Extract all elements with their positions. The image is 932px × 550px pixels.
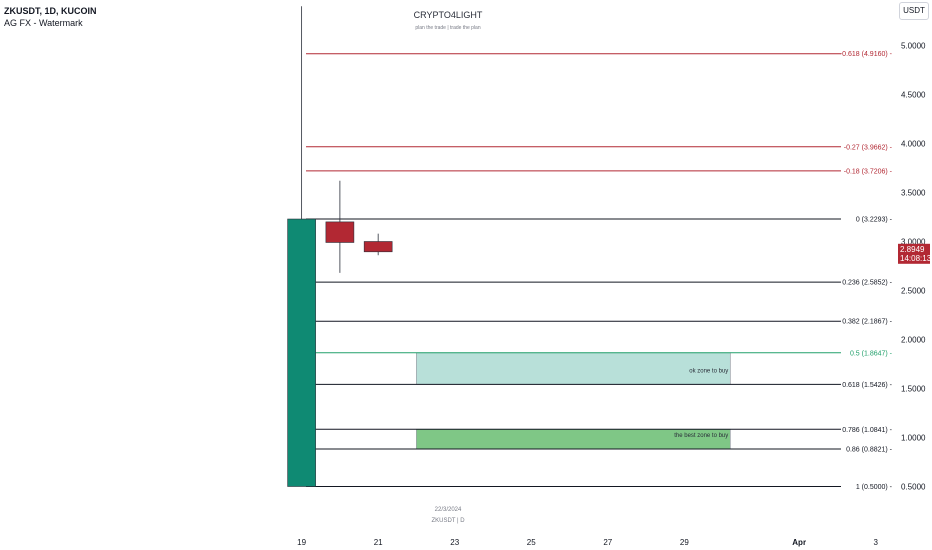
y-axis[interactable]: 5.0000 4.5000 4.0000 3.5000 3.0000 2.5000 2.00…: [901, 42, 926, 492]
y-tick-label: 2.0000: [901, 336, 926, 345]
candle-body-2: [363, 241, 393, 253]
candles-layer: [287, 6, 393, 487]
fib-label-2: -0.18 (3.7206) -: [844, 168, 893, 175]
indicator-line[interactable]: AG FX - Watermark: [4, 18, 83, 28]
y-tick-label: 1.5000: [901, 385, 926, 394]
candle-body-0: [287, 218, 316, 487]
buy-zone-label-1: the best zone to buy: [674, 433, 728, 439]
x-tick-label: 19: [297, 538, 306, 547]
price-tag-background: [898, 243, 930, 264]
price-tag-value: 2.8949: [900, 245, 925, 254]
x-tick-label: Apr: [792, 538, 806, 547]
y-tick-label: 3.0000: [901, 238, 926, 247]
buy-zone-label-0: ok zone to buy: [689, 368, 728, 374]
symbol-line[interactable]: ZKUSDT, 1D, KUCOIN: [4, 6, 97, 16]
fib-label-5: 0.382 (2.1867) -: [842, 319, 892, 326]
fib-levels-layer: -0.618 (4.9160) - -0.27 (3.9662) - -0.18 (…: [306, 51, 893, 491]
fib-label-8: 0.786 (1.0841) -: [842, 427, 892, 434]
y-tick-label: 5.0000: [901, 42, 926, 51]
last-price-tag: 2.8949 14:08:13: [898, 243, 932, 264]
y-tick-label: 2.5000: [901, 287, 926, 296]
footer-symbol: ZKUSDT | D: [431, 518, 465, 524]
y-tick-label: 4.0000: [901, 140, 926, 149]
x-tick-label: 25: [527, 538, 536, 547]
price-tag-countdown: 14:08:13: [900, 254, 932, 263]
y-tick-label: 0.5000: [901, 483, 926, 492]
x-tick-label: 29: [680, 538, 689, 547]
y-tick-label: 1.0000: [901, 434, 926, 443]
footer-date: 22/3/2024: [435, 507, 462, 513]
zones-layer: ok zone to buy the best zone to buy: [416, 352, 731, 450]
y-tick-label: 4.5000: [901, 91, 926, 100]
fib-label-7: 0.618 (1.5426) -: [842, 382, 892, 389]
fib-label-4: 0.236 (2.5852) -: [842, 280, 892, 287]
fib-label-9: 0.86 (0.8821) -: [846, 447, 893, 454]
x-tick-label: 27: [603, 538, 612, 547]
fib-label-3: 0 (3.2293) -: [856, 217, 893, 224]
fib-label-1: -0.27 (3.9662) -: [844, 144, 893, 151]
x-axis[interactable]: 19 21 23 25 27 29 Apr 3: [297, 538, 878, 547]
currency-button[interactable]: USDT: [899, 2, 929, 20]
x-tick-label: 23: [450, 538, 459, 547]
x-tick-label: 21: [374, 538, 383, 547]
watermark-title: CRYPTO4LIGHT: [414, 10, 483, 20]
y-tick-label: 3.5000: [901, 189, 926, 198]
fib-label-0: -0.618 (4.9160) -: [840, 51, 893, 58]
candle-body-1: [325, 221, 355, 243]
fib-label-6: 0.5 (1.8647) -: [850, 350, 893, 357]
x-tick-label: 3: [873, 538, 878, 547]
fib-label-10: 1 (0.5000) -: [856, 484, 893, 491]
chart-header: ZKUSDT, 1D, KUCOIN AG FX - Watermark: [4, 5, 97, 29]
buy-zone-0: [416, 352, 731, 385]
watermark-subtitle: plan the trade | trade the plan: [415, 25, 480, 31]
